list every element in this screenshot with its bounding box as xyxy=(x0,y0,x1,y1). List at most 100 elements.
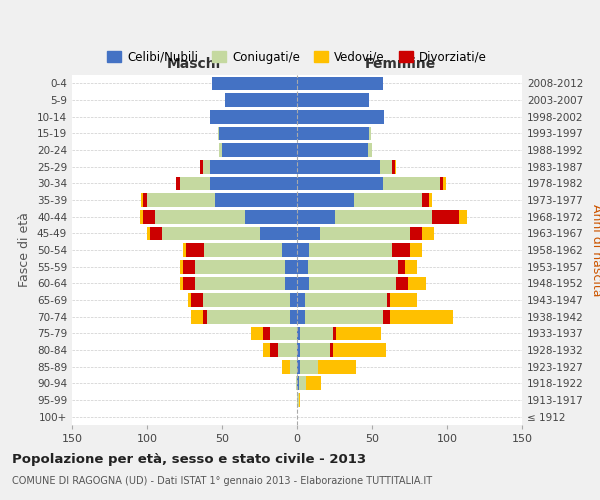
Bar xyxy=(432,210,459,224)
Bar xyxy=(305,310,383,324)
Bar xyxy=(439,176,443,190)
Bar xyxy=(297,310,305,324)
Bar xyxy=(290,293,297,307)
Bar xyxy=(297,293,305,307)
Bar xyxy=(336,326,381,340)
Bar xyxy=(195,260,285,274)
Bar xyxy=(285,276,297,290)
Bar xyxy=(398,260,405,274)
Bar xyxy=(300,326,333,340)
Bar xyxy=(260,226,297,240)
Bar xyxy=(387,293,390,307)
Bar xyxy=(203,160,210,173)
Bar xyxy=(297,76,383,90)
Bar xyxy=(203,310,207,324)
Bar xyxy=(299,393,300,407)
Text: Maschi: Maschi xyxy=(166,58,221,71)
Bar xyxy=(186,243,204,257)
Bar xyxy=(300,360,318,374)
Bar xyxy=(443,176,445,190)
Bar xyxy=(297,143,367,157)
Bar xyxy=(392,243,409,257)
Bar xyxy=(270,326,297,340)
Bar xyxy=(320,226,409,240)
Bar xyxy=(392,160,395,173)
Bar xyxy=(183,276,195,290)
Bar xyxy=(306,376,321,390)
Bar xyxy=(299,376,306,390)
Text: Femmine: Femmine xyxy=(365,58,436,71)
Bar xyxy=(180,276,183,290)
Y-axis label: Fasce di età: Fasce di età xyxy=(19,212,31,288)
Bar xyxy=(383,310,390,324)
Bar xyxy=(297,176,383,190)
Bar xyxy=(297,226,320,240)
Bar xyxy=(367,143,372,157)
Bar xyxy=(251,326,263,340)
Bar xyxy=(245,210,297,224)
Bar xyxy=(421,226,433,240)
Bar xyxy=(395,160,396,173)
Bar xyxy=(390,310,453,324)
Bar xyxy=(219,126,297,140)
Bar xyxy=(285,260,297,274)
Bar xyxy=(147,193,215,207)
Bar xyxy=(203,293,290,307)
Bar xyxy=(155,210,245,224)
Bar xyxy=(191,293,203,307)
Bar xyxy=(282,360,290,374)
Bar xyxy=(225,93,297,107)
Bar xyxy=(396,276,408,290)
Bar xyxy=(204,243,282,257)
Bar xyxy=(219,143,222,157)
Bar xyxy=(297,126,369,140)
Bar xyxy=(308,260,398,274)
Bar xyxy=(139,210,143,224)
Bar xyxy=(297,243,309,257)
Bar xyxy=(405,260,417,274)
Bar xyxy=(176,176,180,190)
Bar xyxy=(300,343,330,357)
Bar xyxy=(187,293,191,307)
Bar xyxy=(263,326,270,340)
Bar xyxy=(309,243,392,257)
Bar xyxy=(210,110,297,124)
Bar xyxy=(199,160,203,173)
Bar xyxy=(162,226,260,240)
Bar xyxy=(180,260,183,274)
Bar xyxy=(408,276,426,290)
Bar xyxy=(263,343,270,357)
Bar xyxy=(380,160,392,173)
Bar xyxy=(147,226,150,240)
Bar xyxy=(318,360,355,374)
Bar xyxy=(297,276,309,290)
Bar xyxy=(296,376,297,390)
Bar xyxy=(330,343,333,357)
Bar xyxy=(369,126,371,140)
Legend: Celibi/Nubili, Coniugati/e, Vedovi/e, Divorziati/e: Celibi/Nubili, Coniugati/e, Vedovi/e, Di… xyxy=(102,46,492,68)
Bar xyxy=(297,343,300,357)
Bar xyxy=(290,310,297,324)
Bar xyxy=(183,260,195,274)
Bar xyxy=(333,343,386,357)
Bar xyxy=(297,360,300,374)
Bar xyxy=(335,210,432,224)
Bar xyxy=(141,193,143,207)
Bar xyxy=(210,160,297,173)
Bar xyxy=(309,276,396,290)
Bar xyxy=(191,310,203,324)
Bar xyxy=(297,160,380,173)
Bar xyxy=(354,193,421,207)
Bar xyxy=(212,76,297,90)
Bar xyxy=(333,326,336,340)
Bar xyxy=(150,226,162,240)
Bar xyxy=(297,110,384,124)
Bar xyxy=(297,376,299,390)
Bar xyxy=(297,93,369,107)
Bar xyxy=(207,310,290,324)
Bar xyxy=(218,126,219,140)
Bar xyxy=(297,326,300,340)
Bar xyxy=(282,243,297,257)
Bar xyxy=(215,193,297,207)
Text: Popolazione per età, sesso e stato civile - 2013: Popolazione per età, sesso e stato civil… xyxy=(12,452,366,466)
